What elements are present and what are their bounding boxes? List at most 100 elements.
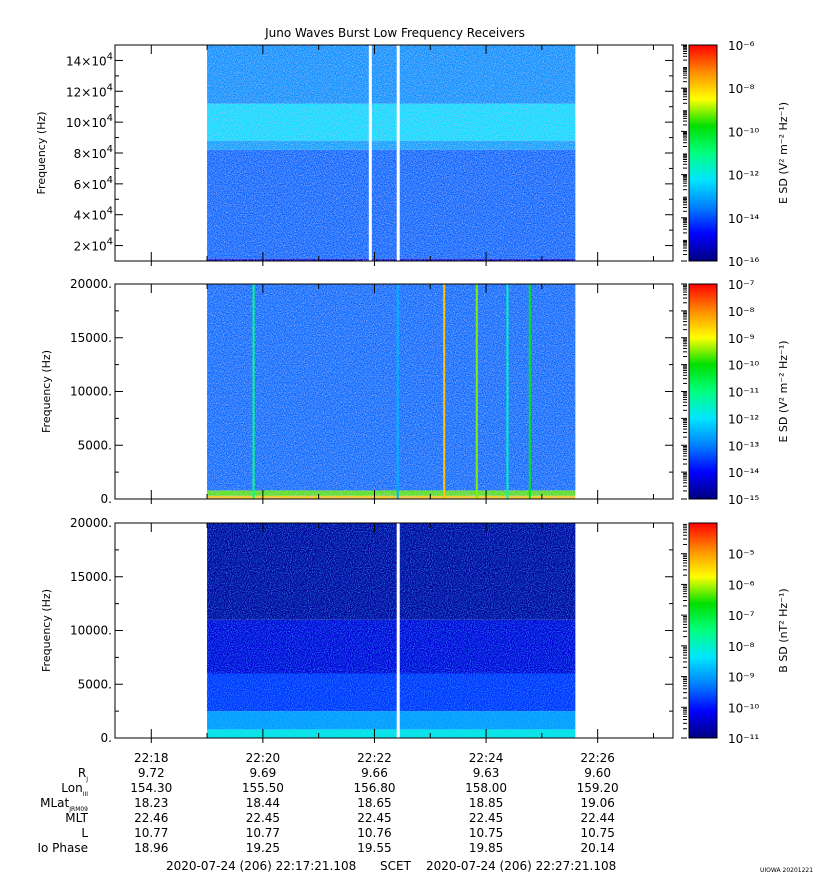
ephemeris-value: 10.75 xyxy=(580,826,614,840)
colorbar-tick-label: 10⁻⁵ xyxy=(728,548,755,562)
ephemeris-value: 10.77 xyxy=(246,826,280,840)
y-tick-label: 14×104 xyxy=(66,51,113,68)
ephemeris-value: 18.85 xyxy=(469,796,503,810)
ephemeris-value: 18.65 xyxy=(357,796,391,810)
colorbar xyxy=(688,522,718,739)
colorbar-tick-label: 10⁻¹⁴ xyxy=(728,212,759,226)
y-tick-label: 20000. xyxy=(70,516,112,530)
y-tick-label: 10000. xyxy=(70,385,112,399)
y-axis-label: Frequency (Hz) xyxy=(40,589,53,672)
colorbar-tick-label: 10⁻⁷ xyxy=(728,609,755,623)
x-tick-label: 22:18 xyxy=(134,751,169,765)
colorbar-tick-label: 10⁻¹² xyxy=(728,169,759,183)
colorbar-tick-label: 10⁻¹³ xyxy=(728,439,759,453)
ephemeris-value: 22.45 xyxy=(469,811,503,825)
colorbar-tick-label: 10⁻⁸ xyxy=(728,640,755,654)
data-gap xyxy=(396,523,400,738)
y-tick-label: 0. xyxy=(101,492,112,506)
ephemeris-label: RJ xyxy=(78,766,88,783)
ephemeris-value: 19.06 xyxy=(580,796,614,810)
emission-burst xyxy=(475,284,478,499)
x-tick-label: 22:26 xyxy=(580,751,615,765)
colorbar-label: E SD (V² m⁻² Hz⁻¹) xyxy=(777,340,790,442)
ephemeris-value: 19.55 xyxy=(357,841,391,855)
colorbar-tick-label: 10⁻¹⁶ xyxy=(728,255,759,269)
x-tick-label: 22:22 xyxy=(357,751,392,765)
x-tick-label: 22:24 xyxy=(469,751,504,765)
spectrogram-panel-3: 22:18 22:20 22:22 22:24 22:26 0. 5000. 10000. 15… xyxy=(40,516,790,765)
data-gap xyxy=(396,45,400,261)
ephemeris-value: 10.75 xyxy=(469,826,503,840)
y-tick-label: 15000. xyxy=(70,570,112,584)
x-tick-label: 22:20 xyxy=(246,751,281,765)
colorbar-label: E SD (V² m⁻² Hz⁻¹) xyxy=(777,102,790,204)
colorbar-tick-label: 10⁻¹¹ xyxy=(728,386,759,400)
colorbar-tick-label: 10⁻⁶ xyxy=(728,39,755,53)
colorbar-tick-label: 10⁻⁶ xyxy=(728,578,755,592)
emission-burst xyxy=(443,284,446,499)
y-tick-label: 15000. xyxy=(70,331,112,345)
ephemeris-label: L xyxy=(81,826,88,840)
colorbar-tick-label: 10⁻¹¹ xyxy=(728,732,759,746)
figure-title: Juno Waves Burst Low Frequency Receivers xyxy=(264,26,525,40)
y-tick-label: 20000. xyxy=(70,277,112,291)
y-tick-label: 4×104 xyxy=(74,206,113,223)
y-tick-label: 0. xyxy=(101,731,112,745)
emission-burst xyxy=(528,284,531,499)
colorbar-tick-label: 10⁻⁷ xyxy=(728,278,755,292)
footer-start-time: 2020-07-24 (206) 22:17:21.108 xyxy=(166,859,356,873)
y-tick-label: 5000. xyxy=(78,677,112,691)
y-tick-label: 8×104 xyxy=(74,144,113,161)
emission-burst xyxy=(506,284,509,499)
y-tick-label: 10×104 xyxy=(66,113,113,130)
ephemeris-value: 155.50 xyxy=(242,781,284,795)
colorbar-tick-label: 10⁻⁹ xyxy=(728,671,755,685)
spectrogram-noise xyxy=(207,45,576,261)
colorbar-tick-label: 10⁻¹² xyxy=(728,412,759,426)
ephemeris-label: Io Phase xyxy=(37,841,88,855)
colorbar-tick-label: 10⁻⁹ xyxy=(728,332,755,346)
spectrogram-panel-1: 2×104 4×104 6×104 8×104 10×104 12×104 14×104 Fr… xyxy=(35,39,790,269)
colorbar-tick-label: 10⁻¹⁰ xyxy=(728,125,759,139)
ephemeris-value: 19.25 xyxy=(246,841,280,855)
ephemeris-value: 19.85 xyxy=(469,841,503,855)
y-tick-label: 10000. xyxy=(70,624,112,638)
ephemeris-value: 18.96 xyxy=(134,841,168,855)
ephemeris-label: MLT xyxy=(65,811,88,825)
footer-end-time: 2020-07-24 (206) 22:27:21.108 xyxy=(426,859,616,873)
ephemeris-value: 156.80 xyxy=(353,781,395,795)
colorbar xyxy=(688,44,718,262)
ephemeris-value: 10.76 xyxy=(357,826,391,840)
y-axis-label: Frequency (Hz) xyxy=(40,350,53,433)
ephemeris-value: 22.44 xyxy=(580,811,614,825)
ephemeris-value: 9.63 xyxy=(473,766,500,780)
ephemeris-label: LonIII xyxy=(61,781,88,798)
ephemeris-value: 158.00 xyxy=(465,781,507,795)
colorbar-tick-label: 10⁻¹⁵ xyxy=(728,493,759,507)
ephemeris-value: 20.14 xyxy=(580,841,614,855)
footer-scet-label: SCET xyxy=(380,859,412,873)
ephemeris-table: RJ 9.72 9.69 9.66 9.63 9.60 LonIII 154.30 155.50… xyxy=(37,766,618,855)
colorbar-tick-label: 10⁻⁸ xyxy=(728,305,755,319)
ephemeris-value: 18.44 xyxy=(246,796,280,810)
y-tick-label: 5000. xyxy=(78,438,112,452)
y-axis-label: Frequency (Hz) xyxy=(35,112,48,195)
colorbar-tick-label: 10⁻¹⁰ xyxy=(728,359,759,373)
colorbar-tick-label: 10⁻¹⁴ xyxy=(728,466,759,480)
y-tick-label: 12×104 xyxy=(66,82,113,99)
colorbar-tick-label: 10⁻⁸ xyxy=(728,82,755,96)
y-tick-label: 6×104 xyxy=(74,175,113,192)
spectrogram-panel-2: 0. 5000. 10000. 15000. 20000. Frequency (Hz) 1… xyxy=(40,277,790,507)
emission-burst xyxy=(252,284,255,499)
colorbar xyxy=(688,283,718,500)
footer-stamp: UIOWA 20201221 xyxy=(760,867,813,874)
ephemeris-value: 22.45 xyxy=(357,811,391,825)
ephemeris-value: 9.69 xyxy=(250,766,277,780)
ephemeris-value: 159.20 xyxy=(577,781,619,795)
spectrogram-noise xyxy=(207,523,576,738)
ephemeris-value: 9.72 xyxy=(138,766,165,780)
ephemeris-value: 9.66 xyxy=(361,766,388,780)
ephemeris-value: 154.30 xyxy=(130,781,172,795)
ephemeris-value: 9.60 xyxy=(584,766,611,780)
